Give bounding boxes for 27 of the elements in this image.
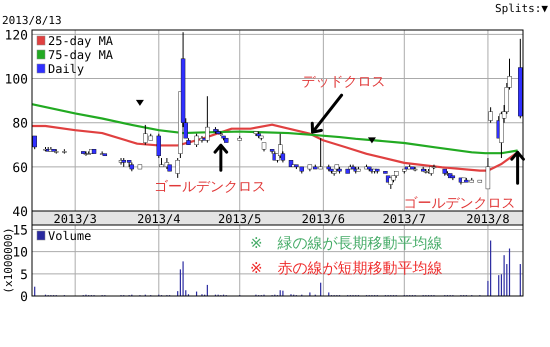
y-tick-label: 0 — [20, 290, 28, 305]
legend-label: 75-day MA — [48, 48, 114, 62]
y-axis-title: (x1000000) — [2, 227, 15, 294]
y-tick-label: 5 — [20, 268, 28, 283]
y-tick-label: 80 — [12, 116, 28, 132]
x-tick-label: 2013/6 — [302, 212, 346, 226]
annotation: デッドクロス — [302, 74, 386, 90]
x-tick-label: 2013/7 — [382, 212, 426, 226]
x-tick-label: 2013/8 — [466, 212, 510, 226]
legend-label: Daily — [48, 62, 84, 76]
legend-label: Volume — [48, 229, 92, 243]
y-tick-label: 15 — [12, 223, 28, 238]
y-tick-label: 40 — [12, 205, 28, 220]
y-tick-label: 10 — [12, 246, 28, 261]
chart-subtitle: 2013/8/13 — [2, 14, 62, 27]
y-tick-label: 120 — [4, 28, 28, 44]
y-tick-label: 100 — [4, 72, 28, 88]
annotation: ※ 緑の線が長期移動平均線 — [250, 234, 443, 252]
annotation: ゴールデンクロス — [404, 195, 516, 212]
x-tick-label: 2013/3 — [53, 212, 97, 226]
x-tick-label: 2013/5 — [218, 212, 262, 226]
text: Splits:▼ — [495, 2, 548, 15]
annotation: ※ 赤の線が短期移動平均線 — [250, 259, 443, 277]
legend-label: 25-day MA — [48, 34, 114, 48]
y-tick-label: 60 — [12, 160, 28, 176]
x-tick-label: 2013/4 — [137, 212, 180, 226]
annotation: ゴールデンクロス — [154, 179, 266, 196]
